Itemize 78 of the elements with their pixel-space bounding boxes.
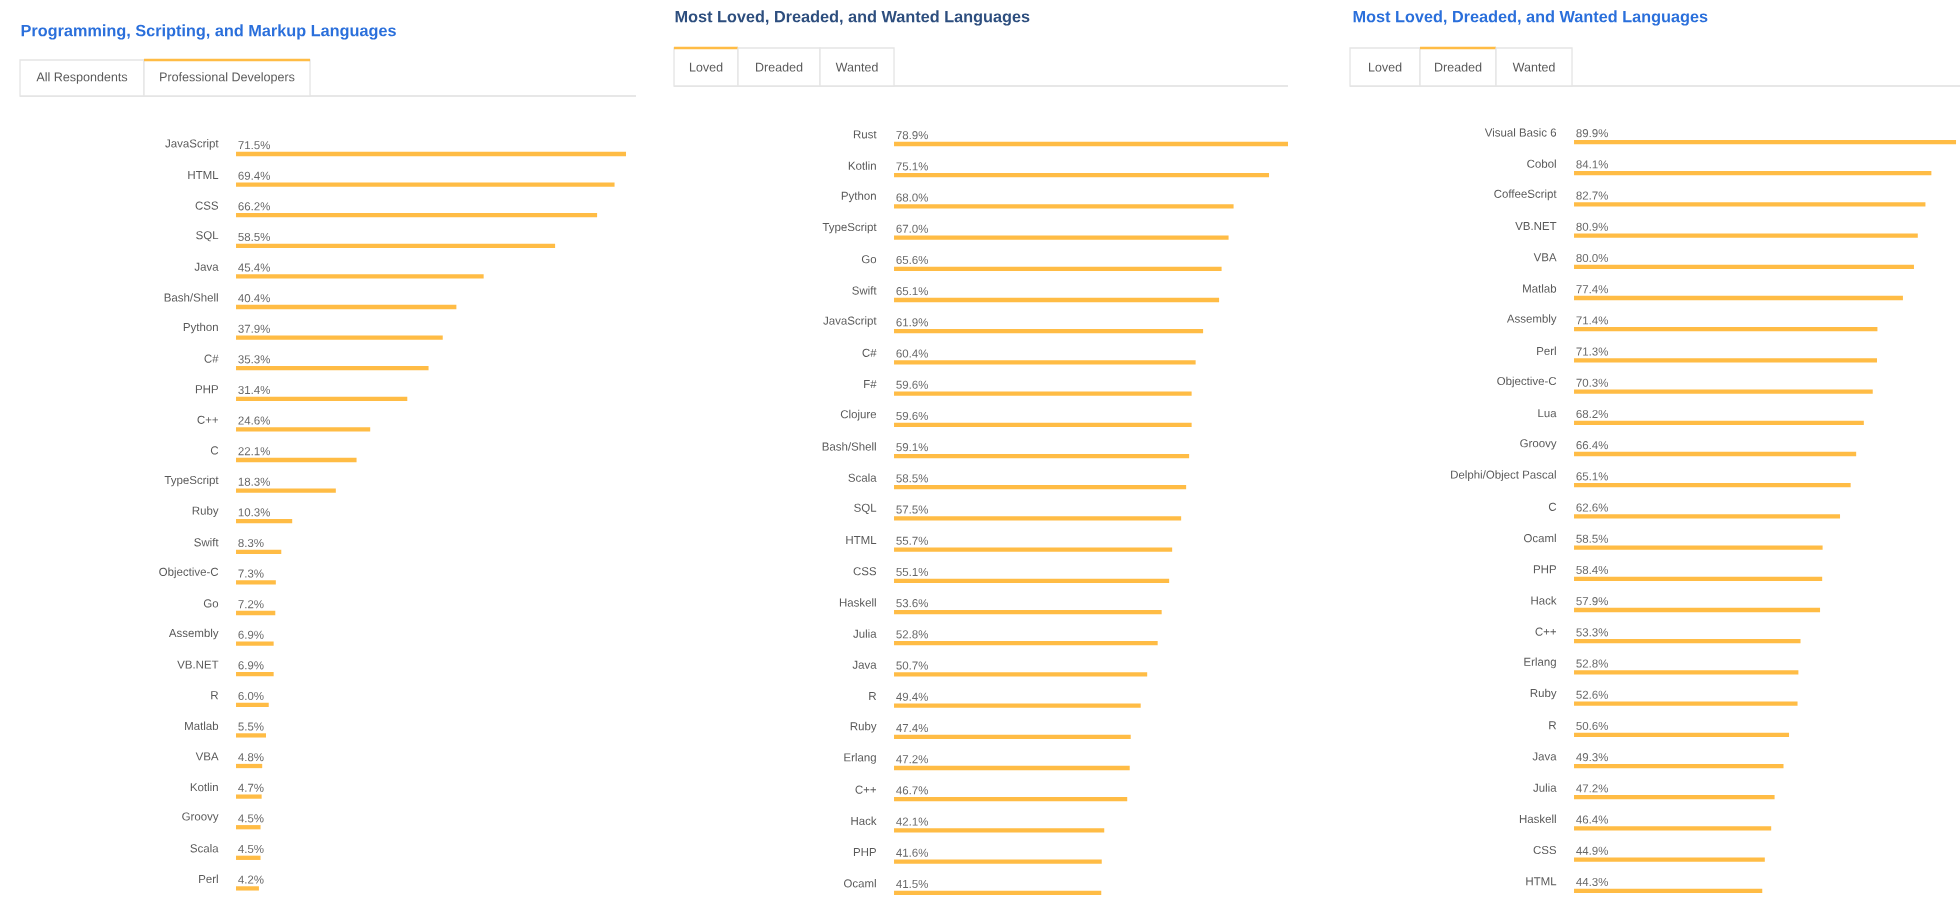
bar	[1574, 420, 1864, 425]
bar	[894, 797, 1128, 802]
bar	[894, 329, 1204, 334]
bar	[894, 547, 1173, 552]
bar	[236, 763, 263, 769]
chart-title: Most Loved, Dreaded, and Wanted Languages	[675, 10, 1030, 26]
bar	[894, 516, 1182, 521]
bar	[1574, 202, 1926, 207]
bar	[1574, 483, 1851, 488]
bar	[1574, 264, 1914, 269]
bar	[1574, 233, 1918, 238]
bar	[236, 457, 357, 463]
bar	[1574, 826, 1772, 831]
bar	[236, 886, 259, 891]
bar	[236, 733, 267, 738]
bar	[1574, 389, 1873, 394]
bar	[894, 890, 1102, 895]
bar	[1574, 888, 1763, 893]
bar	[236, 672, 274, 677]
bar	[1574, 763, 1784, 769]
bar	[894, 859, 1102, 864]
bar	[1574, 327, 1878, 332]
bar	[236, 825, 261, 830]
bar	[236, 702, 269, 707]
bar	[236, 610, 276, 616]
bar	[894, 141, 1288, 147]
bar	[894, 703, 1141, 708]
bar	[1574, 451, 1857, 457]
bar	[1574, 171, 1932, 176]
bar	[1574, 514, 1841, 519]
bar	[1574, 795, 1775, 800]
bar	[236, 641, 274, 646]
bar	[1574, 857, 1765, 862]
bar	[894, 578, 1170, 583]
bar	[894, 173, 1270, 178]
bar	[236, 549, 282, 554]
bar	[1574, 732, 1790, 737]
bar	[894, 204, 1234, 209]
bar	[236, 794, 262, 799]
bar	[894, 609, 1162, 615]
bar	[894, 235, 1229, 240]
bar	[1574, 607, 1821, 613]
bar	[894, 734, 1131, 739]
bar	[1574, 358, 1877, 363]
bar	[894, 641, 1158, 646]
bar	[894, 672, 1148, 677]
bar	[894, 266, 1222, 271]
chart-title: Programming, Scripting, and Markup Languages	[21, 24, 396, 40]
bar	[1574, 295, 1903, 301]
bar	[236, 396, 408, 401]
bar	[894, 297, 1220, 303]
bar	[236, 855, 261, 860]
bar	[236, 274, 484, 279]
bar	[236, 580, 276, 585]
bar	[894, 422, 1192, 427]
bar	[236, 304, 457, 310]
bar	[236, 366, 429, 371]
bar	[1574, 701, 1798, 706]
bar	[894, 765, 1130, 771]
bar	[894, 485, 1187, 490]
bar	[894, 360, 1196, 365]
bar	[236, 427, 371, 432]
chart-title: Most Loved, Dreaded, and Wanted Languages	[1353, 10, 1708, 26]
bar	[894, 828, 1105, 833]
bar	[1574, 545, 1823, 550]
bar	[1574, 139, 1957, 145]
bar	[894, 453, 1190, 459]
bar	[236, 213, 598, 218]
bar	[236, 488, 336, 493]
bar	[236, 151, 627, 157]
bar	[236, 182, 615, 187]
bar	[894, 391, 1192, 396]
bar	[1574, 670, 1799, 675]
bar	[236, 335, 443, 340]
bar	[236, 243, 556, 248]
bar	[1574, 639, 1801, 644]
bar	[236, 519, 293, 524]
bar	[1574, 576, 1823, 581]
